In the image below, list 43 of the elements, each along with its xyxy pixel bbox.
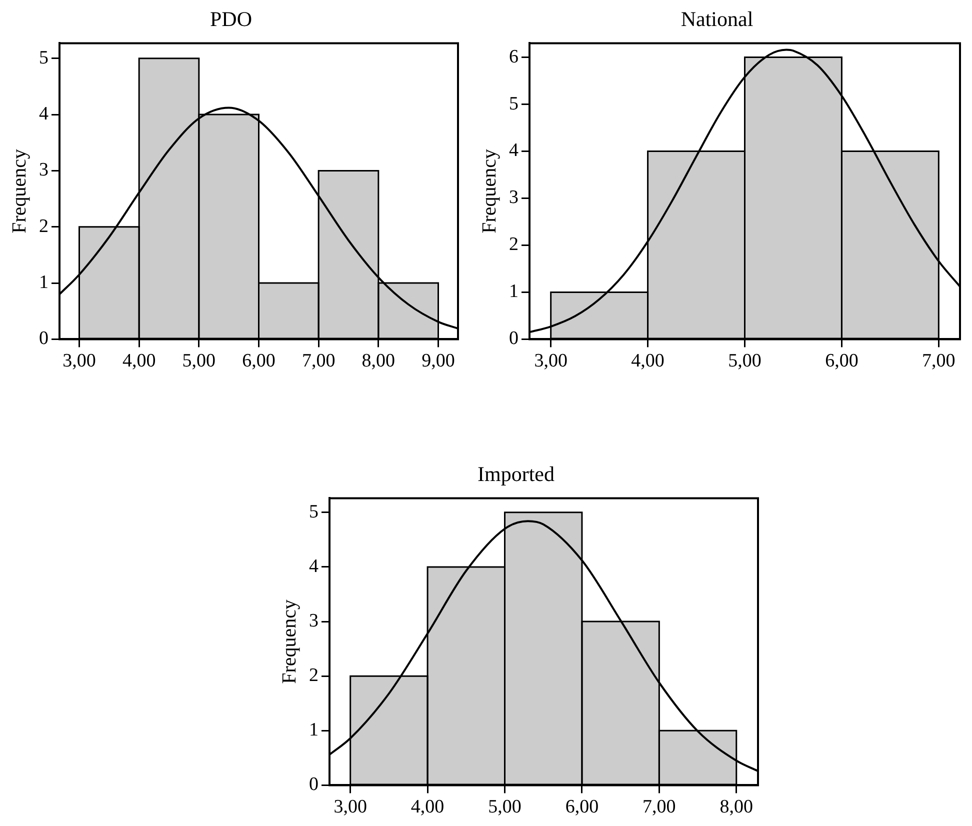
y-tick-label: 5: [39, 47, 48, 68]
y-tick-label: 3: [309, 610, 318, 632]
x-tick-label: 3,00: [334, 796, 367, 818]
y-axis-title: Frequency: [8, 148, 30, 234]
x-tick-label: 8,00: [362, 350, 396, 372]
y-tick-label: 4: [39, 104, 49, 125]
x-tick-label: 4,00: [631, 350, 664, 372]
x-tick-label: 6,00: [242, 350, 276, 372]
x-tick-label: 5,00: [182, 350, 216, 372]
y-axis-title: Frequency: [478, 148, 500, 234]
y-tick-label: 5: [309, 501, 318, 522]
y-tick-label: 5: [509, 93, 518, 114]
y-tick-label: 2: [509, 234, 518, 256]
x-tick-label: 6,00: [825, 350, 858, 372]
chart-title: Imported: [478, 462, 555, 486]
x-tick-label: 4,00: [410, 796, 444, 818]
y-tick-label: 1: [39, 272, 48, 294]
chart-title: PDO: [210, 7, 252, 32]
x-tick-label: 7,00: [922, 350, 956, 372]
x-tick-label: 4,00: [122, 350, 156, 372]
x-tick-label: 5,00: [728, 350, 762, 372]
x-tick-label: 9,00: [422, 350, 455, 372]
y-tick-label: 4: [309, 556, 319, 577]
y-tick-label: 3: [509, 187, 518, 208]
y-tick-label: 3: [39, 160, 48, 181]
chart-title: National: [680, 7, 754, 32]
y-tick-label: 0: [309, 774, 318, 796]
y-tick-label: 2: [39, 216, 48, 237]
y-axis-title: Frequency: [278, 599, 300, 684]
y-tick-label: 1: [309, 720, 318, 741]
y-tick-label: 2: [309, 665, 318, 686]
x-tick-label: 7,00: [302, 350, 336, 372]
x-tick-label: 5,00: [488, 796, 522, 818]
y-tick-label: 0: [39, 328, 48, 350]
x-tick-label: 8,00: [720, 796, 754, 818]
x-tick-label: 7,00: [642, 796, 676, 818]
y-tick-label: 6: [509, 46, 518, 68]
y-tick-label: 0: [509, 328, 518, 350]
y-tick-label: 4: [509, 140, 519, 162]
x-tick-label: 3,00: [534, 350, 568, 372]
y-tick-label: 1: [509, 281, 518, 302]
x-tick-label: 3,00: [62, 350, 96, 372]
x-tick-label: 6,00: [565, 796, 599, 818]
